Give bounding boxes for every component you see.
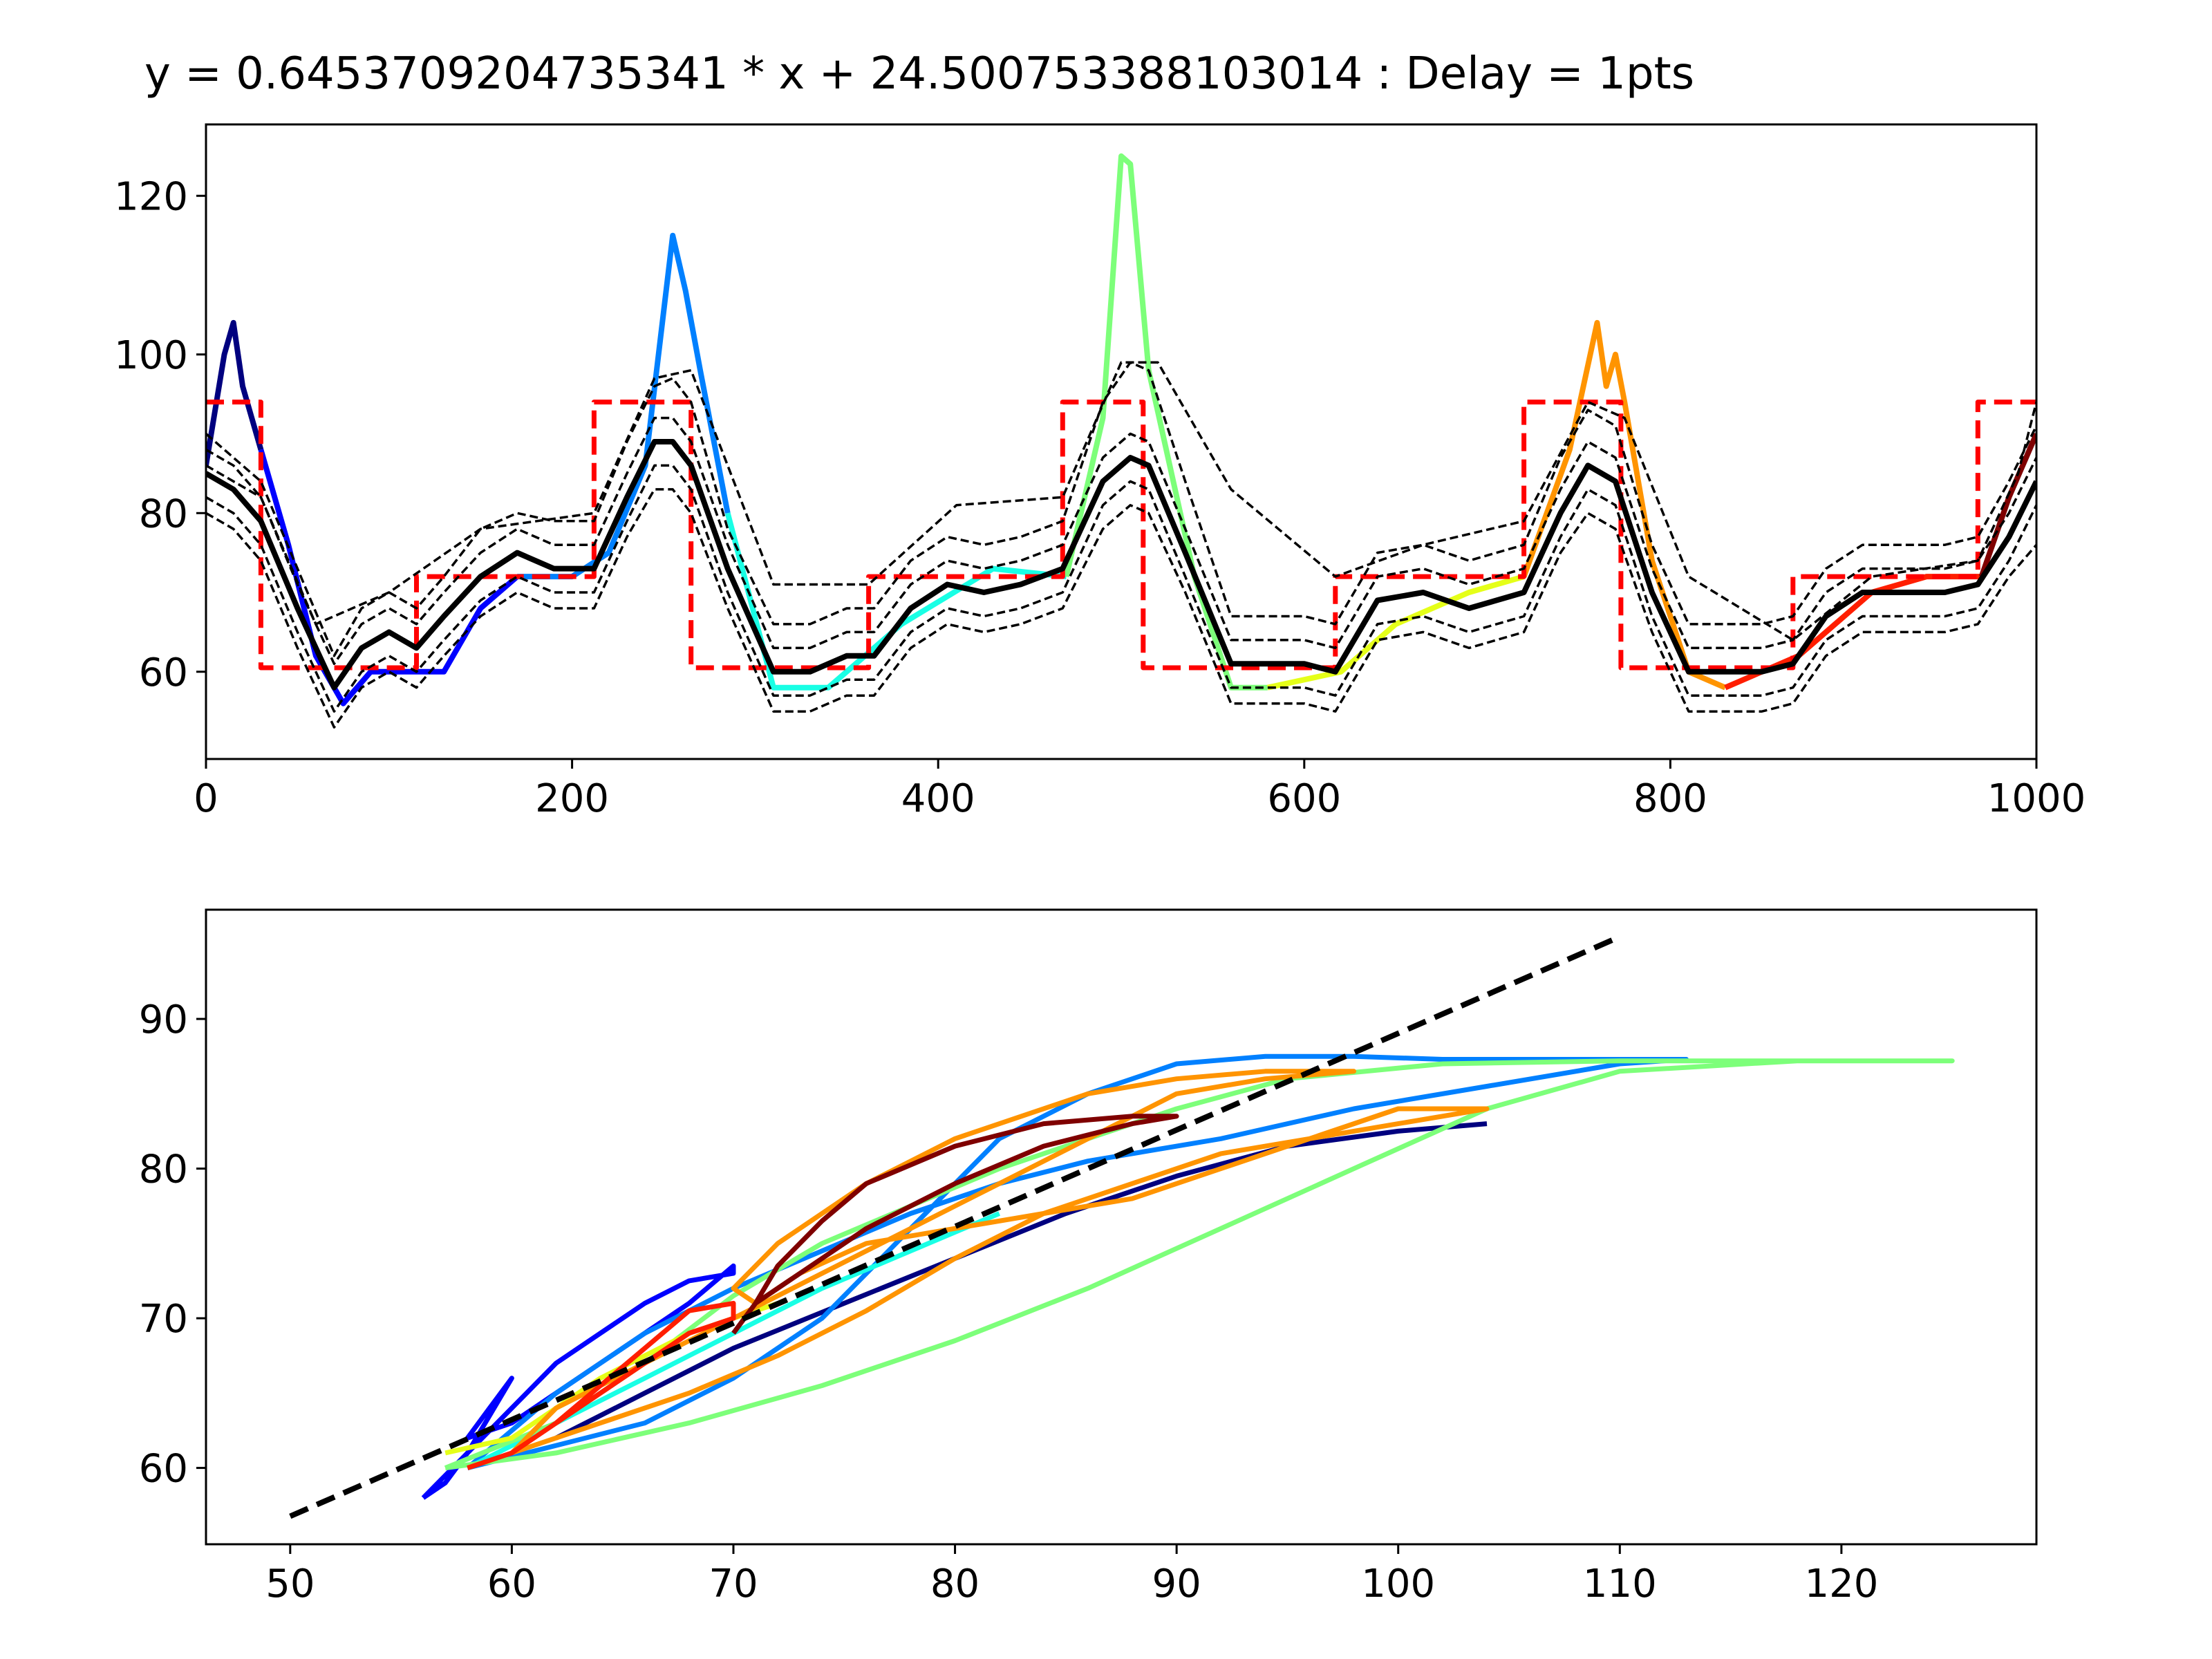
signal-segment [1266,574,1525,691]
chart-title: y = 0.6453709204735341 * x + 24.50075338… [144,48,1694,100]
top-axes: 0 200 400 600 800 1000 60 80 100 120 [114,123,2086,821]
top-xtick-label: 1000 [1987,776,2086,821]
signal-segment [517,232,731,580]
phase-loop [467,1300,736,1470]
signal-segment [206,319,264,467]
top-xtick-label: 400 [901,776,975,821]
top-frame [205,123,2038,760]
top-xtick-label: 600 [1267,776,1341,821]
signal-segment [1978,432,2036,578]
bottom-xtick-label: 80 [930,1562,980,1606]
bottom-xtick-label: 110 [1583,1562,1657,1606]
phase-loop [554,1121,1488,1441]
phase-loop [444,1058,1955,1471]
top-ytick-label: 120 [114,174,188,219]
bottom-ytick-label: 70 [139,1297,188,1342]
bottom-xtick-label: 120 [1804,1562,1878,1606]
top-ytick-label: 100 [114,333,188,378]
top-xtick-label: 800 [1633,776,1707,821]
phase-loop [421,1263,736,1500]
bottom-xtick-label: 70 [709,1562,758,1606]
bottom-xtick-label: 100 [1361,1562,1435,1606]
bottom-frame [205,908,2038,1546]
band-line [206,361,2036,657]
mean-line [206,439,2036,691]
phase-loop [731,1114,1179,1335]
bottom-ytick-label: 60 [139,1447,188,1492]
band-line [206,361,2036,641]
top-plot-area [206,153,2036,729]
top-xtick-label: 200 [535,776,609,821]
top-xtick-label: 0 [194,776,218,821]
signal-segment [1521,319,1727,691]
fit-line [289,934,1621,1519]
band-line [206,416,2036,666]
bottom-ytick-label: 90 [139,997,188,1042]
bottom-plot-area [289,934,1955,1519]
band-line [206,488,2036,729]
bottom-xtick-label: 50 [265,1562,315,1606]
band-line [206,464,2036,713]
bottom-axes: 50 60 70 80 90 100 110 120 60 70 80 90 [139,908,2038,1606]
bottom-xtick-label: 90 [1152,1562,1201,1606]
bottom-xtick-label: 60 [487,1562,536,1606]
top-ytick-label: 80 [139,491,188,536]
top-ytick-label: 60 [139,650,188,695]
bottom-ytick-label: 80 [139,1147,188,1192]
